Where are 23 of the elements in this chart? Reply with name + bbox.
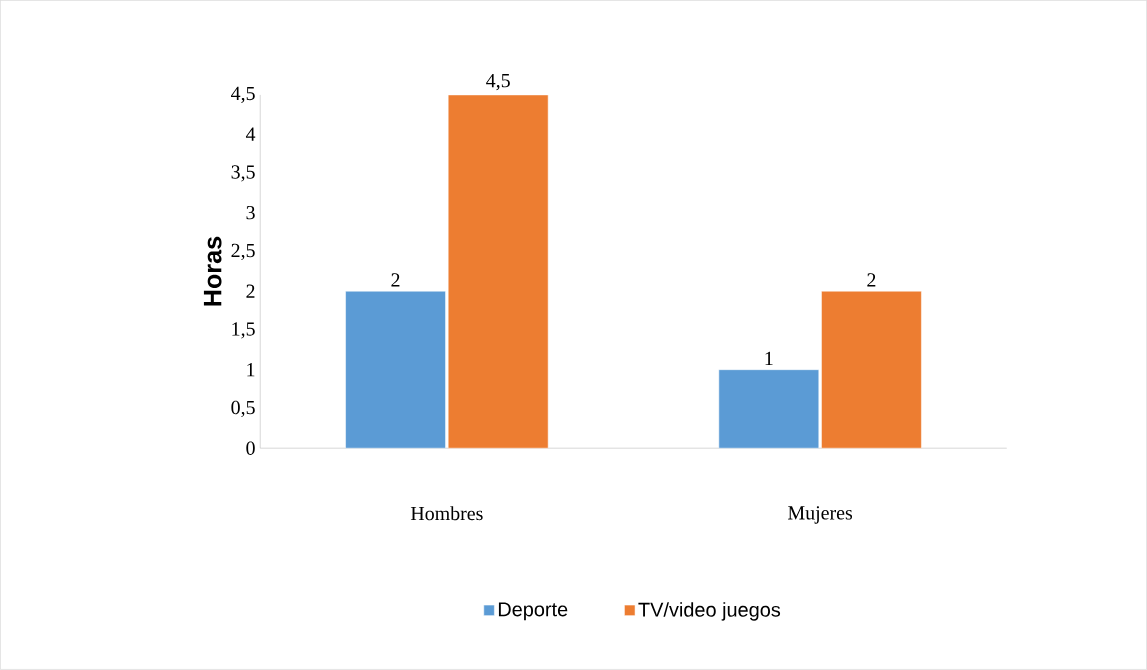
legend-label: Deporte <box>498 602 568 621</box>
bar <box>345 291 446 449</box>
y-tick-label: 0,5 <box>231 400 255 418</box>
x-tick-label: Mujeres <box>788 506 853 524</box>
bar <box>718 369 820 449</box>
y-tick-label: 4 <box>245 127 256 141</box>
y-axis-title: Horas <box>203 236 222 306</box>
x-tick-label: Hombres <box>410 506 483 521</box>
data-label: 2 <box>867 273 876 287</box>
y-tick-label: 1 <box>247 363 255 377</box>
legend-label: TV/video juegos <box>638 602 781 621</box>
y-tick-label: 3 <box>246 206 255 220</box>
y-tick-label: 2,5 <box>231 243 255 261</box>
bar <box>821 291 922 449</box>
bar <box>447 94 549 449</box>
data-label: 4,5 <box>486 74 510 91</box>
data-label: 2 <box>391 273 400 287</box>
data-label: 1 <box>765 351 773 366</box>
y-tick-label: 0 <box>246 441 255 456</box>
y-tick-label: 1,5 <box>232 322 255 339</box>
y-tick-label: 3,5 <box>231 165 255 182</box>
y-tick-label: 4,5 <box>231 86 255 104</box>
y-tick-label: 2 <box>246 284 255 298</box>
